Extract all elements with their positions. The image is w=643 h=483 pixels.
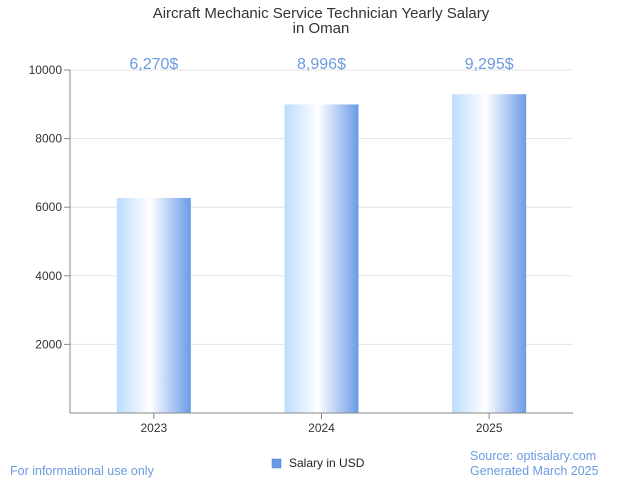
legend-label: Salary in USD (289, 456, 365, 470)
x-tick-label-2025: 2025 (476, 421, 503, 435)
x-tick-label-2023: 2023 (140, 421, 167, 435)
data-label-2024: 8,996$ (297, 56, 346, 73)
x-axis-ticks: 2023 2024 2025 (140, 413, 503, 435)
data-label-2025: 9,295$ (465, 56, 514, 73)
legend-swatch (271, 458, 282, 469)
y-tick-label: 2000 (35, 337, 62, 351)
chart-title-line-1: Aircraft Mechanic Service Technician Yea… (153, 5, 490, 22)
bar-2023 (116, 197, 191, 413)
y-axis-ticks: 2000 4000 6000 8000 10000 (29, 63, 70, 351)
data-label-2023: 6,270$ (129, 56, 178, 73)
data-labels: 6,270$ 8,996$ 9,295$ (129, 56, 513, 73)
y-tick-label: 10000 (29, 63, 63, 77)
legend: Salary in USD (271, 456, 365, 470)
footer-disclaimer: For informational use only (10, 464, 155, 478)
footer-generated: Generated March 2025 (470, 464, 599, 478)
chart-title-line-2: in Oman (293, 20, 350, 37)
bars (116, 94, 527, 414)
x-tick-label-2024: 2024 (308, 421, 335, 435)
bar-2025 (452, 94, 527, 413)
bar-2024 (284, 104, 359, 414)
y-tick-label: 6000 (35, 200, 62, 214)
y-tick-label: 4000 (35, 269, 62, 283)
footer-source: Source: optisalary.com (470, 449, 596, 463)
y-tick-label: 8000 (35, 132, 62, 146)
